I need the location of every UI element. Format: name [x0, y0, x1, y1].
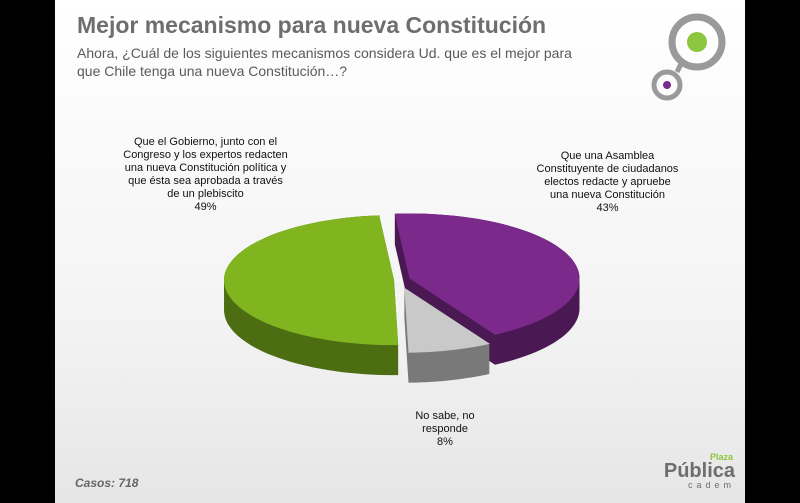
slice-label: Que una Asamblea Constituyente de ciudad…	[535, 150, 680, 215]
label-text: Que el Gobierno, junto con el Congreso y…	[123, 136, 288, 200]
purple-dot	[663, 81, 671, 89]
slice-label: Que el Gobierno, junto con el Congreso y…	[123, 136, 288, 214]
slide: Mejor mecanismo para nueva Constitución …	[55, 0, 745, 503]
logo-sub: cadem	[687, 480, 735, 490]
slice	[404, 287, 490, 353]
chart	[224, 13, 726, 383]
title: Mejor mecanismo para nueva Constitución	[77, 12, 547, 38]
label-value: 43%	[596, 202, 619, 214]
logo-main: Pública	[663, 460, 735, 482]
subtitle: Ahora, ¿Cuál de los siguientes mecanismo…	[77, 45, 572, 79]
ring-link	[674, 60, 685, 74]
logo-rings	[651, 13, 726, 101]
footnote: Casos: 718	[75, 476, 139, 490]
label-value: 8%	[437, 436, 453, 448]
slice-label: No sabe, no responde 8%	[405, 410, 485, 449]
label-text: Que una Asamblea Constituyente de ciudad…	[536, 150, 679, 201]
ring	[651, 69, 683, 101]
logo: Plaza Pública cadem	[655, 452, 735, 490]
logo-small: Plaza	[709, 452, 733, 462]
green-dot	[687, 32, 707, 52]
slice	[394, 213, 580, 335]
label-text: No sabe, no responde	[415, 410, 475, 435]
ring	[668, 13, 726, 71]
slice	[224, 215, 399, 346]
label-value: 49%	[194, 201, 217, 213]
